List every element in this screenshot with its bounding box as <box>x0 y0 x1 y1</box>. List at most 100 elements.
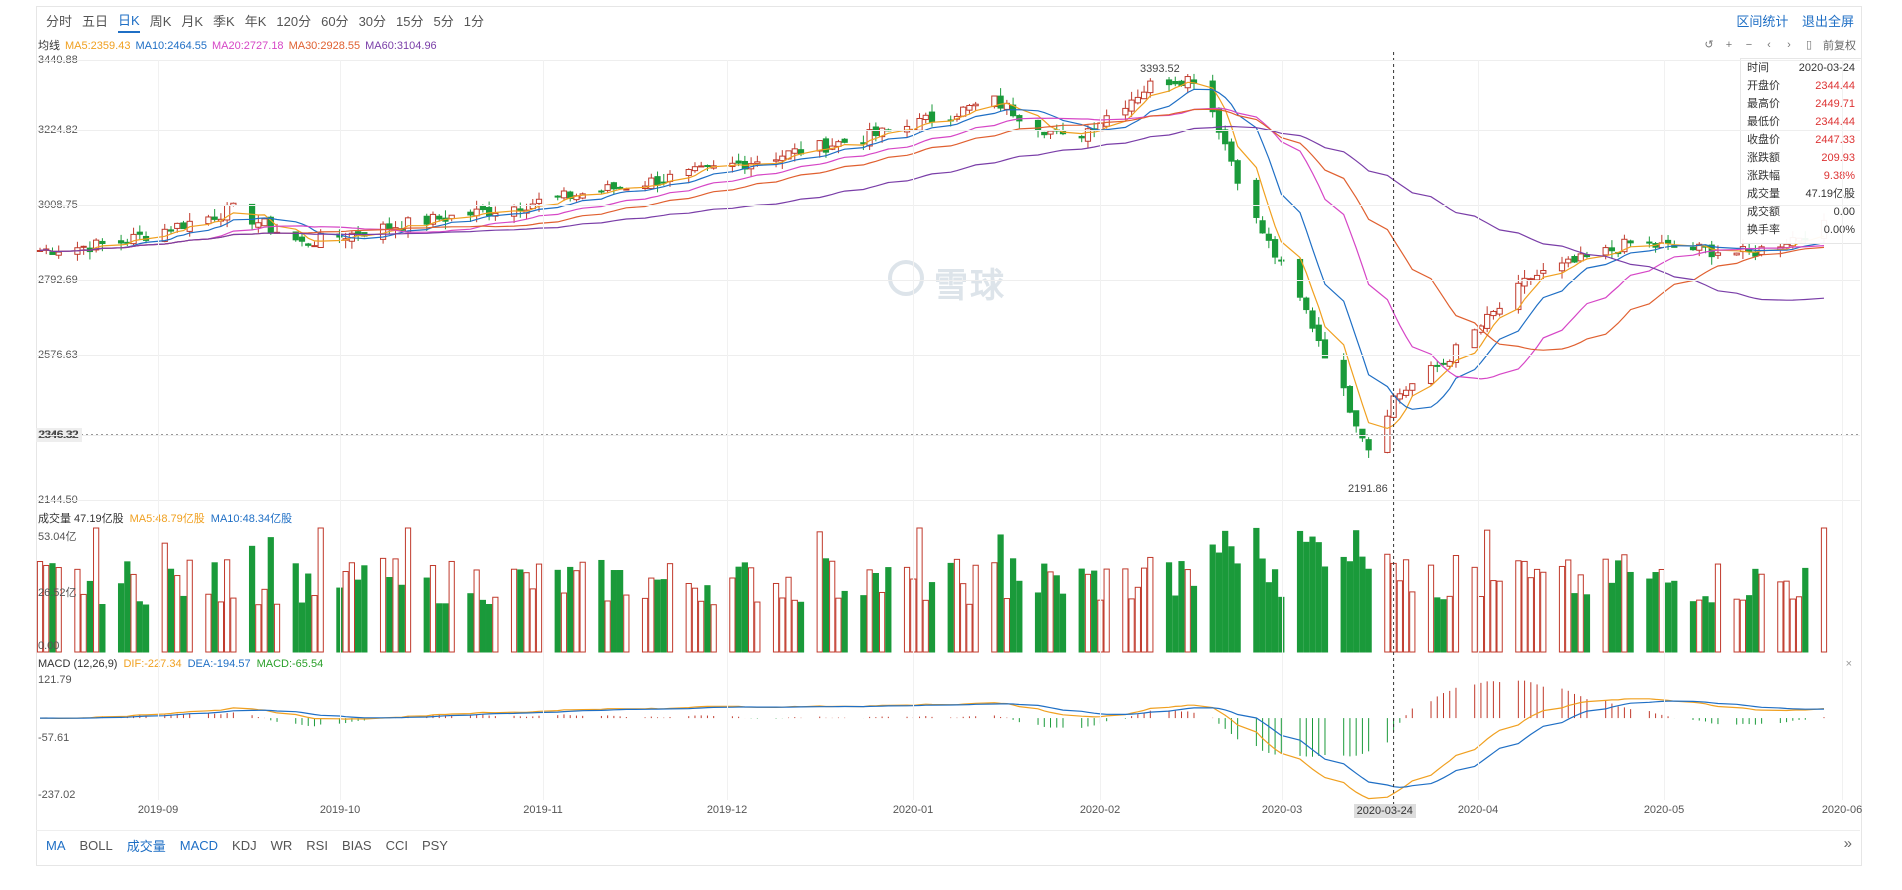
candle-body <box>1471 329 1478 349</box>
info-row: 成交量 47.19亿股 <box>1741 185 1861 203</box>
candle-body <box>1122 107 1129 116</box>
volume-bar <box>928 582 936 653</box>
lock-icon[interactable]: ▯ <box>1805 39 1813 51</box>
indicator-tab[interactable]: WR <box>270 837 293 853</box>
volume-bar <box>1321 566 1329 653</box>
ma20-line <box>39 107 1825 380</box>
indicator-tab[interactable]: CCI <box>385 837 408 853</box>
indicator-tab[interactable]: BOLL <box>79 837 113 853</box>
volume-legend-item: MA5:48.79亿股 <box>129 513 205 525</box>
indicator-tab[interactable]: 成交量 <box>126 838 166 854</box>
exit-fullscreen-link[interactable]: 退出全屏 <box>1801 14 1854 29</box>
indicator-tab[interactable]: PSY <box>421 837 448 853</box>
indicator-tab[interactable]: BIAS <box>341 837 372 853</box>
candle-body <box>966 104 973 111</box>
volume-bar <box>735 566 742 653</box>
candle-body <box>1253 179 1260 218</box>
volume-bar <box>398 584 405 653</box>
volume-bar <box>1621 554 1628 653</box>
volume-bar <box>1265 582 1272 653</box>
period-tab[interactable]: 周K <box>149 13 172 29</box>
indicator-tab[interactable]: MA <box>46 837 66 853</box>
zoom-out-icon[interactable]: − <box>1745 39 1753 51</box>
period-tab[interactable]: 季K <box>213 13 235 29</box>
volume-bar <box>261 588 268 653</box>
volume-bar <box>273 603 281 653</box>
period-tab[interactable]: 日K <box>118 8 140 33</box>
volume-bar <box>1602 558 1609 653</box>
period-tab[interactable]: 分时 <box>46 13 73 29</box>
volume-bar <box>1440 599 1447 653</box>
low-price-label: 2191.86 <box>1348 483 1388 495</box>
candle-body <box>991 95 998 108</box>
ma5-line <box>39 81 1825 430</box>
candle-body <box>1134 96 1141 104</box>
volume-bar <box>436 603 443 653</box>
info-value: 2344.44 <box>1815 80 1855 92</box>
indicator-tab[interactable]: RSI <box>306 837 328 853</box>
candle-body <box>1296 258 1304 298</box>
close-icon[interactable]: × <box>1845 658 1852 670</box>
candle-body <box>292 231 299 241</box>
candle-body <box>1165 79 1173 86</box>
grid-line <box>913 60 914 800</box>
period-tab[interactable]: 五日 <box>82 13 109 29</box>
period-tab[interactable]: 1分 <box>463 13 484 29</box>
candle-body <box>1041 131 1048 136</box>
arrow-right-icon[interactable]: › <box>1787 39 1791 51</box>
candle-body <box>704 165 711 168</box>
volume-bar <box>205 593 212 653</box>
candle-body <box>1434 364 1441 367</box>
period-tab[interactable]: 15分 <box>396 13 424 29</box>
adjust-label[interactable]: 前复权 <box>1823 40 1856 52</box>
candle-body <box>1034 119 1042 131</box>
undo-icon[interactable]: ↺ <box>1704 39 1714 51</box>
volume-bar <box>1452 555 1460 653</box>
expand-icon[interactable]: » <box>1843 835 1852 852</box>
volume-bar <box>1689 601 1697 653</box>
candle-body <box>1140 91 1148 100</box>
candle-body <box>604 184 611 191</box>
volume-bar <box>1565 559 1572 653</box>
candle-body <box>1346 386 1354 413</box>
period-tab[interactable]: 30分 <box>358 13 387 29</box>
volume-bar <box>473 569 480 653</box>
volume-bar <box>1702 596 1709 653</box>
grid-line <box>1100 60 1101 800</box>
indicator-tab[interactable]: KDJ <box>232 837 257 853</box>
zoom-in-icon[interactable]: + <box>1725 39 1733 51</box>
period-tab[interactable]: 60分 <box>321 13 349 29</box>
candle-body <box>174 222 181 229</box>
volume-bar <box>604 600 611 653</box>
period-tab-bar: 分时 五日 日K 周K 月K 季K 年K 120分 60分 30分 15分 5分 1分 <box>36 6 1860 34</box>
candle-body <box>1446 360 1453 367</box>
info-value: 0.00% <box>1823 224 1855 236</box>
volume-bar <box>1303 541 1310 653</box>
volume-bar <box>311 595 318 653</box>
volume-bar <box>1396 580 1403 653</box>
candle-body <box>928 111 936 123</box>
volume-bar <box>392 558 399 653</box>
volume-bar <box>648 577 655 653</box>
period-tab[interactable]: 120分 <box>276 13 312 29</box>
volume-bar <box>1752 568 1759 653</box>
volume-legend-item: MA10:48.34亿股 <box>210 513 293 525</box>
info-key: 最高价 <box>1747 98 1780 110</box>
ma60-line <box>39 125 1825 301</box>
volume-bar <box>1309 536 1316 653</box>
candle-body <box>298 236 306 242</box>
x-axis-label: 2019-10 <box>319 804 361 816</box>
ma-legend-item: MA5:2359.43 <box>65 40 131 52</box>
period-tab[interactable]: 5分 <box>433 13 454 29</box>
dif-line <box>39 698 1825 800</box>
range-stats-link[interactable]: 区间统计 <box>1736 14 1789 29</box>
period-tab[interactable]: 月K <box>181 13 204 29</box>
arrow-left-icon[interactable]: ‹ <box>1767 39 1771 51</box>
volume-bar <box>1789 598 1796 653</box>
period-tab[interactable]: 年K <box>244 13 267 29</box>
x-axis-label: 2020-01 <box>892 804 934 816</box>
candle-body <box>1215 107 1223 133</box>
volume-axis-label: 26.52亿 <box>38 587 77 599</box>
indicator-tab[interactable]: MACD <box>179 837 219 853</box>
